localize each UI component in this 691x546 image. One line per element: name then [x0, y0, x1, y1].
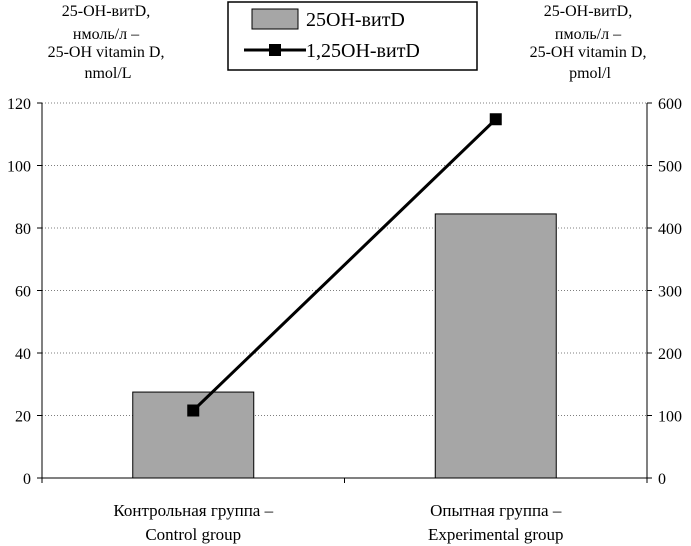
left-axis-ticks: 0 20 40 60 80 100 120 [7, 96, 42, 488]
legend-label-line: 1,25OH-витD [306, 40, 420, 62]
left-tick-label: 100 [7, 159, 31, 176]
left-tick-label: 120 [7, 96, 31, 113]
line-marker [489, 113, 502, 126]
right-axis-title: 25-OH-витD, пмоль/л – 25-OH vitamin D, p… [530, 3, 651, 82]
category-labels: Контрольная группа – Control group Опытная… [113, 501, 563, 544]
category-label-line: Контрольная группа – [113, 501, 273, 520]
category-label: Опытная группа – Experimental group [428, 501, 564, 544]
left-tick-label: 80 [15, 221, 31, 238]
legend: 25OH-витD 1,25OH-витD [227, 1, 478, 71]
right-tick-label: 400 [658, 221, 682, 238]
series-line [192, 118, 497, 412]
legend-label-bar: 25OH-витD [306, 9, 405, 31]
right-tick-label: 200 [658, 346, 682, 363]
category-label: Контрольная группа – Control group [113, 501, 273, 544]
left-axis-title: 25-OH-витD, нмоль/л – 25-OH vitamin D, n… [48, 3, 169, 82]
category-label-line: Опытная группа – [430, 501, 562, 520]
legend-marker [269, 44, 281, 56]
right-tick-label: 100 [658, 409, 682, 426]
bar [434, 213, 557, 479]
line-marker [187, 404, 200, 417]
bars [132, 213, 557, 479]
right-tick-label: 0 [658, 471, 666, 488]
left-tick-label: 60 [15, 284, 31, 301]
right-tick-label: 600 [658, 96, 682, 113]
right-tick-label: 300 [658, 284, 682, 301]
category-label-line: Experimental group [428, 525, 564, 544]
left-tick-label: 40 [15, 346, 31, 363]
left-tick-label: 20 [15, 409, 31, 426]
left-tick-label: 0 [23, 471, 31, 488]
legend-swatch-bar [251, 8, 299, 30]
right-tick-label: 500 [658, 159, 682, 176]
category-label-line: Control group [145, 525, 241, 544]
line-series [187, 113, 502, 417]
right-axis-ticks: 0 100 200 300 400 500 600 [647, 96, 682, 488]
